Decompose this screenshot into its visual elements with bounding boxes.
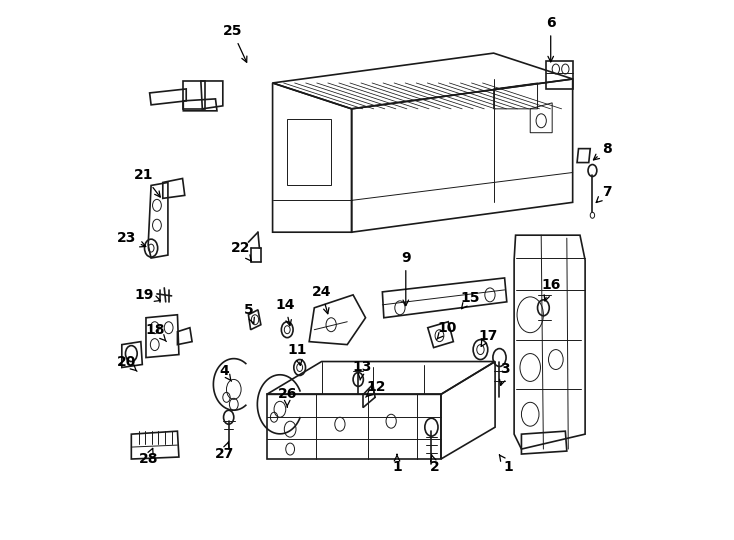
Text: 15: 15 <box>460 291 480 309</box>
Text: 28: 28 <box>139 448 158 466</box>
Text: 13: 13 <box>352 361 371 380</box>
Text: 1: 1 <box>392 454 402 474</box>
Text: 24: 24 <box>312 285 331 314</box>
Text: 1: 1 <box>499 455 513 474</box>
Text: 7: 7 <box>596 185 612 202</box>
Text: 14: 14 <box>275 298 295 326</box>
Text: 9: 9 <box>401 251 410 306</box>
Text: 2: 2 <box>430 455 440 474</box>
Text: 25: 25 <box>222 24 247 62</box>
Text: 11: 11 <box>288 342 308 366</box>
Text: 8: 8 <box>594 141 612 160</box>
Text: 27: 27 <box>214 442 234 461</box>
Text: 20: 20 <box>117 355 137 372</box>
Text: 5: 5 <box>244 303 255 323</box>
Text: 16: 16 <box>541 278 560 301</box>
Text: 4: 4 <box>219 364 231 381</box>
Text: 18: 18 <box>146 323 167 341</box>
Text: 22: 22 <box>231 241 251 261</box>
Text: 10: 10 <box>437 321 457 340</box>
Text: 21: 21 <box>134 168 160 197</box>
Text: 17: 17 <box>478 329 498 347</box>
Text: 3: 3 <box>500 362 510 386</box>
Text: 6: 6 <box>546 16 556 62</box>
Text: 12: 12 <box>366 380 386 397</box>
Text: 26: 26 <box>277 387 297 407</box>
Text: 23: 23 <box>117 231 146 247</box>
Text: 19: 19 <box>134 288 160 302</box>
